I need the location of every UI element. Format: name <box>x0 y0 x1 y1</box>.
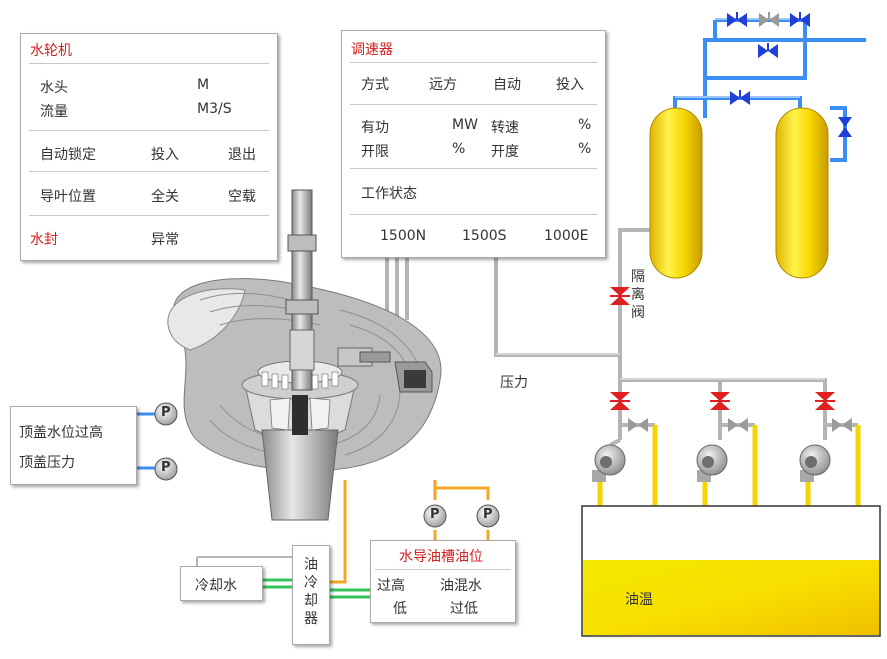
turbine-illustration <box>167 189 442 521</box>
blue-valve-right[interactable] <box>838 117 852 137</box>
pressure-gauge-oil-1 <box>423 504 447 528</box>
gauge-letter-4: P <box>483 507 493 522</box>
pressure-gauge-top-cover-1 <box>154 402 178 426</box>
pressure-gauge-oil-2 <box>476 504 500 528</box>
state-1000e: 1000E <box>544 228 589 244</box>
flow-unit: M3/S <box>197 101 232 117</box>
divider <box>29 215 269 216</box>
active-power-label: 有功 <box>361 120 389 136</box>
top-cover-pressure: 顶盖压力 <box>19 455 75 471</box>
opening-label: 开度 <box>491 144 519 160</box>
oil-pump-2[interactable] <box>696 444 728 482</box>
gauge-letter-2: P <box>161 460 171 475</box>
head-unit: M <box>197 77 210 93</box>
blue-valve-middle[interactable] <box>758 43 778 58</box>
gauge-letter-1: P <box>161 405 171 420</box>
red-valve-pump-3[interactable] <box>815 392 835 410</box>
guide-vane-closed[interactable]: 全关 <box>151 189 179 205</box>
oil-cooler-label: 油 冷 却 器 <box>304 557 318 627</box>
oil-level-low: 低 <box>393 601 407 617</box>
oil-temp-label: 油温 <box>625 592 653 608</box>
cooling-water-box: 冷却水 <box>180 566 263 601</box>
water-seal-label: 水封 <box>30 232 58 248</box>
oil-level-panel-title: 水导油槽油位 <box>399 549 483 565</box>
divider <box>29 63 269 64</box>
divider <box>375 569 511 570</box>
divider <box>29 171 269 172</box>
state-1500n: 1500N <box>380 228 427 244</box>
guide-vane-noload[interactable]: 空载 <box>228 189 256 205</box>
blue-valve-top-1[interactable] <box>727 12 747 27</box>
blue-pipe-network <box>673 18 866 162</box>
oil-sump-fill <box>583 560 879 635</box>
gray-valve-pump-2[interactable] <box>728 418 748 432</box>
pressure-tank-2 <box>775 107 829 279</box>
pressure-gauge-top-cover-2 <box>154 457 178 481</box>
gauge-letter-3: P <box>430 507 440 522</box>
divider <box>350 214 597 215</box>
auto-lock-on[interactable]: 投入 <box>151 147 179 163</box>
auto-lock-label: 自动锁定 <box>40 147 96 163</box>
turbine-panel: 水轮机 水头 M 流量 M3/S 自动锁定 投入 退出 导叶位置 全关 空载 水… <box>20 33 278 261</box>
mode-auto[interactable]: 自动 <box>493 77 521 93</box>
speed-label: 转速 <box>491 120 519 136</box>
opening-limit-label: 开限 <box>361 144 389 160</box>
work-state-label: 工作状态 <box>361 186 417 202</box>
mode-remote[interactable]: 远方 <box>429 77 457 93</box>
divider <box>350 104 597 105</box>
opening-limit-unit: % <box>452 141 466 157</box>
gray-valve-top[interactable] <box>759 12 779 27</box>
top-cover-panel: 顶盖水位过高 顶盖压力 <box>10 406 137 485</box>
state-1500s: 1500S <box>462 228 507 244</box>
active-power-unit: MW <box>452 117 478 133</box>
guide-vane-label: 导叶位置 <box>40 189 96 205</box>
blue-valve-tank-link[interactable] <box>730 90 750 105</box>
orange-pipes <box>330 480 490 584</box>
oil-level-panel: 水导油槽油位 过高 油混水 低 过低 <box>370 540 516 623</box>
oil-water-low: 过低 <box>450 601 478 617</box>
governor-panel-title: 调速器 <box>351 42 393 58</box>
red-valve-pump-2[interactable] <box>710 392 730 410</box>
opening-unit: % <box>578 141 592 157</box>
pressure-tank-1 <box>649 107 703 279</box>
top-cover-water-level-high: 顶盖水位过高 <box>19 425 103 441</box>
blue-valve-top-2[interactable] <box>790 12 810 27</box>
divider <box>350 62 597 63</box>
oil-water-mix: 油混水 <box>440 578 482 594</box>
divider <box>29 130 269 131</box>
isolation-valve-label: 隔 离 阀 <box>631 269 645 321</box>
water-seal-status: 异常 <box>151 232 179 248</box>
turbine-panel-title: 水轮机 <box>30 43 72 59</box>
mode-label: 方式 <box>361 77 389 93</box>
red-valve-pump-1[interactable] <box>610 392 630 410</box>
isolation-valve[interactable] <box>610 287 630 305</box>
cooling-water-label: 冷却水 <box>195 578 237 594</box>
oil-pump-1[interactable] <box>592 444 626 482</box>
cooling-water-pipes <box>263 578 370 599</box>
pressure-label: 压力 <box>500 375 528 391</box>
gray-valve-pump-1[interactable] <box>628 418 648 432</box>
oil-pump-3[interactable] <box>799 444 831 482</box>
speed-unit: % <box>578 117 592 133</box>
oil-cooler-box: 油 冷 却 器 <box>292 545 330 645</box>
divider <box>350 168 597 169</box>
oil-level-high: 过高 <box>377 578 405 594</box>
governor-panel: 调速器 方式 远方 自动 投入 有功 MW 转速 % 开限 % 开度 % 工作状… <box>341 30 606 258</box>
auto-lock-off[interactable]: 退出 <box>228 147 256 163</box>
mode-on[interactable]: 投入 <box>556 77 584 93</box>
gray-valve-pump-3[interactable] <box>832 418 852 432</box>
head-label: 水头 <box>40 80 68 96</box>
flow-label: 流量 <box>40 104 68 120</box>
